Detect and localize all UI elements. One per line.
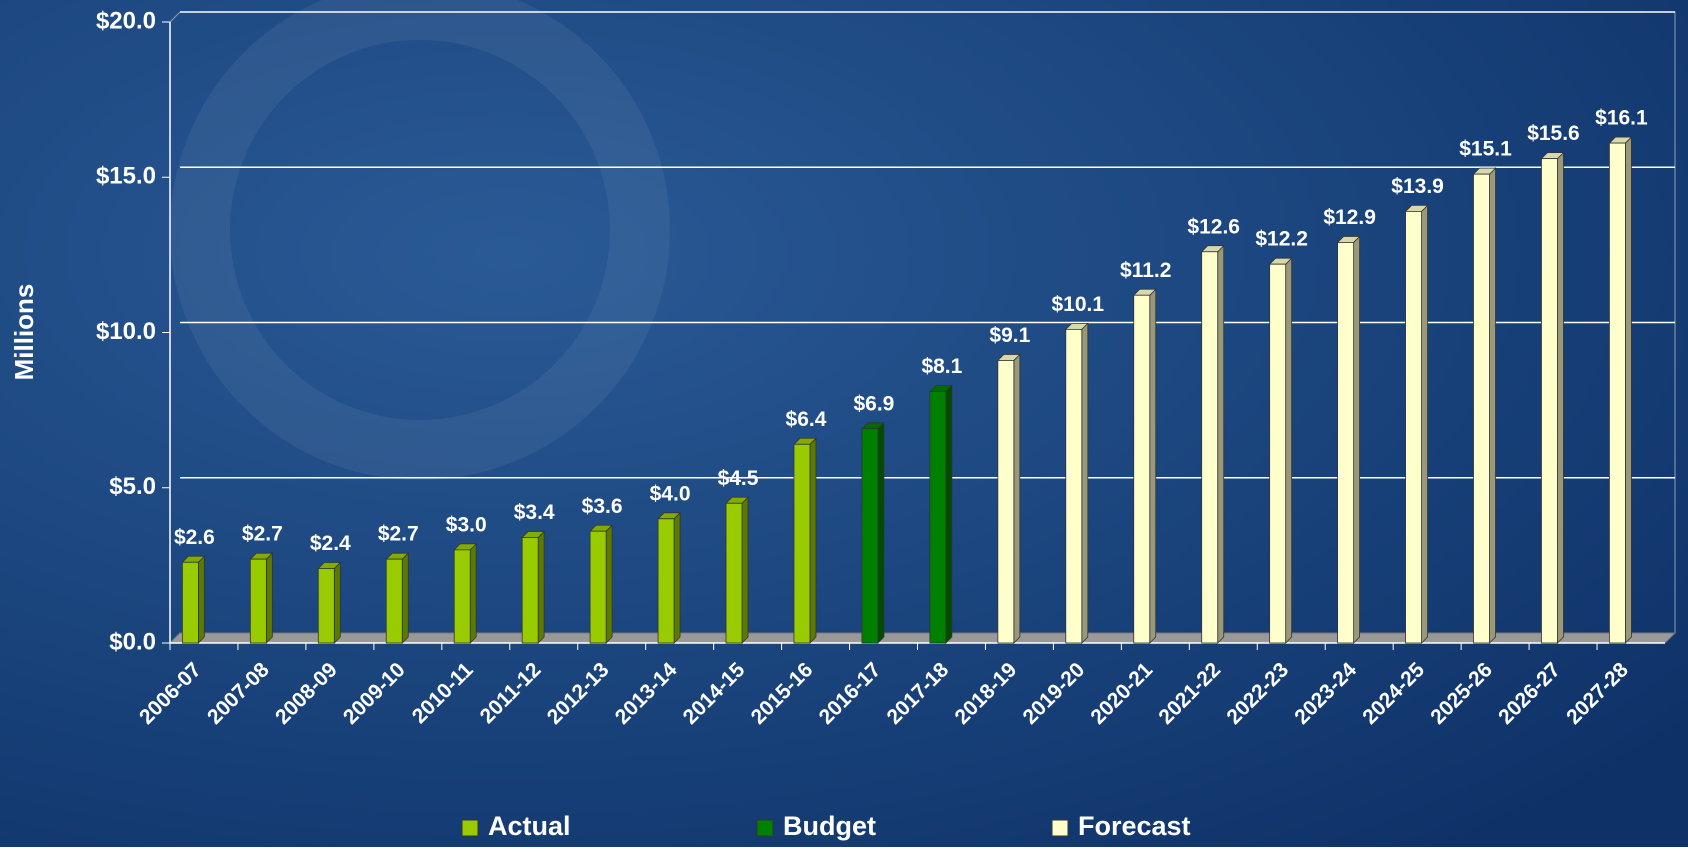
legend-label: Budget bbox=[783, 811, 876, 841]
value-label: $9.1 bbox=[989, 324, 1030, 347]
bar bbox=[1541, 158, 1558, 644]
value-label: $2.7 bbox=[378, 523, 419, 546]
legend-swatch bbox=[756, 819, 774, 837]
bar-side bbox=[333, 561, 341, 644]
bar-side bbox=[537, 530, 545, 644]
value-label: $10.1 bbox=[1052, 293, 1105, 316]
bar-side bbox=[809, 437, 817, 644]
bar-side bbox=[673, 511, 681, 644]
bar-side bbox=[197, 555, 205, 644]
bar bbox=[725, 502, 743, 644]
bar bbox=[385, 558, 403, 644]
value-label: $2.4 bbox=[310, 532, 351, 555]
bar bbox=[997, 360, 1015, 644]
bar bbox=[1065, 328, 1083, 644]
value-label: $4.0 bbox=[650, 482, 691, 505]
value-label: $8.1 bbox=[921, 355, 962, 378]
value-label: $2.7 bbox=[242, 523, 283, 546]
bar bbox=[793, 443, 811, 644]
value-label: $13.9 bbox=[1391, 175, 1444, 198]
value-label: $2.6 bbox=[174, 526, 215, 549]
value-label: $15.1 bbox=[1459, 138, 1512, 161]
decoration bbox=[170, 0, 670, 480]
value-label: $6.4 bbox=[786, 408, 827, 431]
value-label: $3.0 bbox=[446, 513, 487, 536]
y-tick-label: $15.0 bbox=[96, 163, 156, 190]
value-label: $3.4 bbox=[514, 501, 555, 524]
y-tick-label: $10.0 bbox=[96, 318, 156, 345]
value-label: $11.2 bbox=[1120, 259, 1171, 282]
bar bbox=[657, 518, 675, 644]
bar-side bbox=[877, 421, 885, 644]
value-label: $4.5 bbox=[718, 467, 759, 490]
bar bbox=[1405, 211, 1422, 644]
bar-side bbox=[1625, 136, 1632, 644]
bar-side bbox=[1149, 288, 1157, 644]
bar-side bbox=[265, 552, 273, 644]
bar bbox=[1269, 263, 1287, 644]
bar-side bbox=[1557, 151, 1564, 644]
bar bbox=[1337, 242, 1355, 644]
bar-side bbox=[1353, 235, 1361, 644]
value-label: $12.6 bbox=[1187, 215, 1240, 238]
value-label: $12.9 bbox=[1323, 206, 1376, 229]
bar bbox=[1473, 173, 1490, 644]
value-label: $6.9 bbox=[853, 392, 894, 415]
bar-side bbox=[1489, 167, 1496, 644]
bar-side bbox=[469, 542, 477, 644]
bar-side bbox=[1217, 244, 1225, 644]
bar bbox=[453, 549, 471, 644]
bar bbox=[1133, 294, 1151, 644]
legend-swatch bbox=[461, 819, 479, 837]
bar bbox=[861, 428, 879, 644]
bar-side bbox=[1421, 204, 1428, 644]
value-label: $3.6 bbox=[582, 495, 623, 518]
y-axis-label: Millions bbox=[9, 284, 39, 381]
bar bbox=[249, 558, 267, 644]
bar bbox=[181, 561, 199, 644]
bar-side bbox=[1081, 322, 1089, 644]
bar-side bbox=[401, 552, 409, 644]
bar bbox=[929, 391, 947, 644]
legend-swatch bbox=[1051, 819, 1069, 837]
value-label: $16.1 bbox=[1595, 107, 1648, 130]
bar-side bbox=[1285, 257, 1293, 644]
bar-side bbox=[945, 384, 953, 644]
y-tick-label: $0.0 bbox=[109, 628, 156, 655]
bar bbox=[317, 568, 335, 644]
y-tick-label: $5.0 bbox=[109, 473, 156, 500]
legend-label: Forecast bbox=[1078, 811, 1191, 841]
value-label: $12.2 bbox=[1255, 228, 1308, 251]
bar bbox=[1201, 251, 1219, 644]
legend-label: Actual bbox=[488, 811, 571, 841]
value-label: $15.6 bbox=[1527, 122, 1580, 145]
y-tick-label: $20.0 bbox=[96, 7, 156, 34]
bar bbox=[521, 537, 539, 644]
bar-side bbox=[605, 524, 613, 644]
bar-side bbox=[741, 496, 749, 644]
bar bbox=[589, 530, 607, 644]
bar-side bbox=[1013, 353, 1021, 644]
bar bbox=[1609, 142, 1626, 644]
